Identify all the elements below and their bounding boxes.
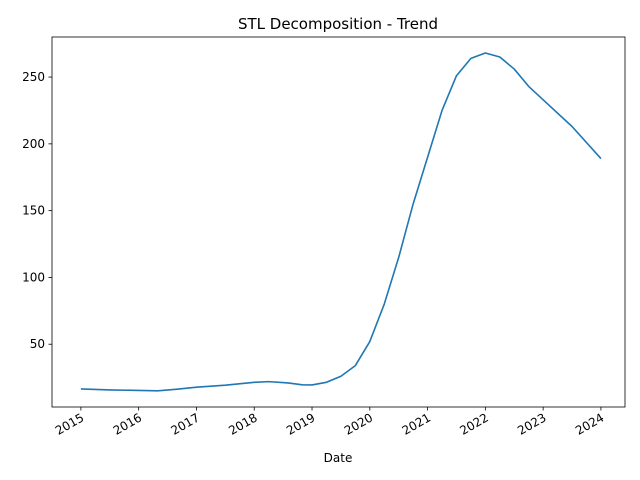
chart-title: STL Decomposition - Trend (238, 15, 438, 33)
y-tick-label-200: 200 (22, 137, 45, 151)
axes-frame (51, 36, 626, 408)
trend-line-0 (80, 52, 602, 392)
y-tick-label-50: 50 (30, 337, 45, 351)
y-tick-label-250: 250 (22, 70, 45, 84)
y-tick-label-100: 100 (22, 270, 45, 284)
x-axis-label: Date (324, 451, 353, 465)
y-tick-label-150: 150 (22, 204, 45, 218)
